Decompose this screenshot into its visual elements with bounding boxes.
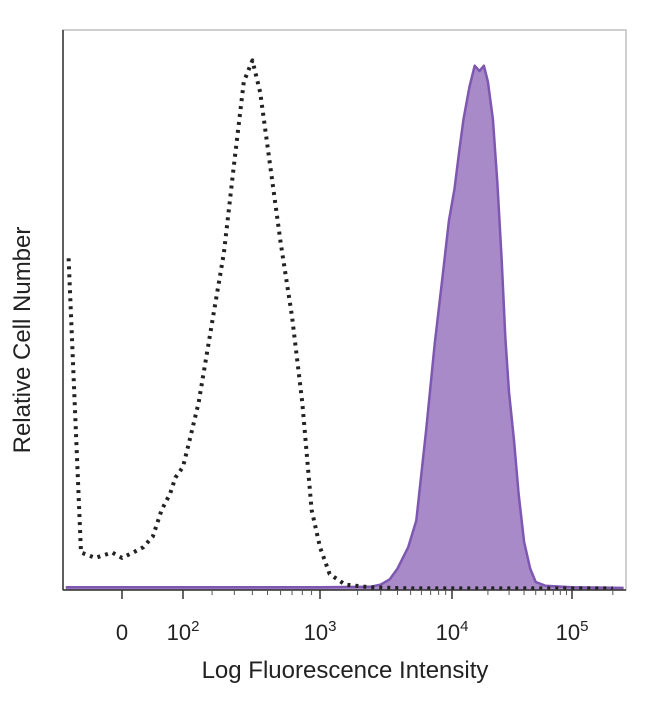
- x-ticks: 0 102 103 104 105: [116, 590, 614, 645]
- y-axis-title: Relative Cell Number: [9, 227, 36, 454]
- x-tick-label: 105: [556, 618, 589, 645]
- control-histogram-line: [66, 58, 613, 591]
- x-tick-label: 102: [167, 618, 200, 645]
- series-layer: [65, 58, 624, 591]
- x-tick-label: 104: [436, 618, 469, 645]
- x-axis-title: Log Fluorescence Intensity: [202, 657, 489, 684]
- stained-histogram-fill: [65, 65, 624, 590]
- plot-frame: [62, 29, 627, 591]
- x-tick-label: 103: [304, 618, 337, 645]
- x-tick-label: 0: [116, 620, 128, 645]
- stained-histogram-line: [65, 64, 624, 590]
